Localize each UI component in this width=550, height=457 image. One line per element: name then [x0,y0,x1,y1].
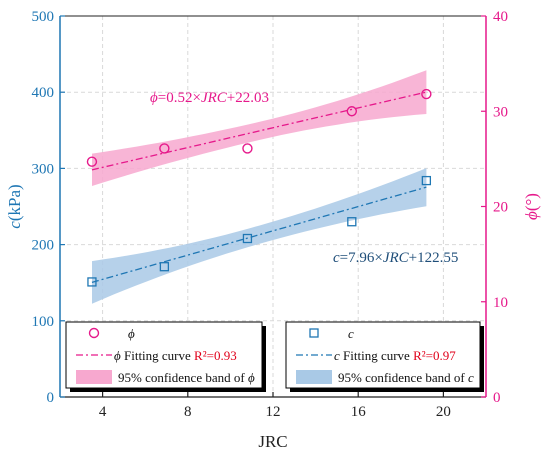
fit-layer [91,91,427,284]
phi-data-point [159,143,170,154]
y-left-tick-label: 300 [32,161,55,177]
y-right-axis-symbol: ϕ [522,211,541,220]
x-tick-label: 16 [351,404,367,420]
phi-data-point [421,88,432,100]
c-equation-label-intercept: +122.55 [409,250,459,266]
c-data-point [242,233,253,244]
y-left-tick-label: 500 [32,9,55,25]
y-left-tick-label: 100 [32,314,55,330]
phi-equation-label-variable: JRC [201,90,228,106]
phi-data-point [86,156,98,167]
phi-legend-entry-fit-symbol: ϕ [114,348,121,363]
y-left-tick-label: 0 [47,390,55,406]
c-data-point [87,277,97,287]
c-equation-label-variable: JRC [383,250,410,266]
x-tick-label: 12 [266,404,281,420]
y-right-tick-label: 20 [493,200,508,216]
c-equation-label-symbol: c [333,250,340,266]
phi-legend-entry-band-symbol: ϕ [248,370,255,385]
x-tick-label: 4 [99,404,107,420]
y-right-axis-title: ϕ(°) [522,193,541,220]
c-data-point [159,262,170,272]
y-right-axis-unit: (°) [522,193,541,211]
c-legend-band-swatch [296,370,332,384]
y-right-tick-label: 0 [493,390,501,406]
phi-legend-entry-band-text: 95% confidence band of [118,370,248,385]
phi-data-point [242,143,253,154]
y-left-tick-label: 200 [32,238,55,254]
phi-legend-entry-fit-text: Fitting curve [121,348,194,363]
phi-legend-entry-fit-value: =0.93 [207,348,237,363]
y-left-axis-unit: (kPa) [5,184,24,221]
c-legend-entry-band-text: 95% confidence band of [338,370,468,385]
phi-equation-label-slope: =0.52× [158,90,201,106]
y-left-axis-title: c(kPa) [5,184,24,228]
phi-legend-entry-marker: ϕ [128,326,135,341]
annotation-layer: ϕ=0.52×JRC+22.03c=7.96×JRC+122.55 [150,90,458,266]
phi-data-point [346,106,358,117]
y-left-tick-label: 400 [32,85,55,101]
phi-legend-entry-fit-r: R [194,348,203,363]
y-left-axis-symbol: c [5,221,24,229]
phi-legend-entry-band: 95% confidence band of ϕ [118,370,255,385]
x-axis-title: JRC [258,432,287,451]
phi-equation-label: ϕ=0.52×JRC+22.03 [150,90,269,106]
c-legend-entry-band-symbol: c [468,370,474,385]
y-right-tick-label: 40 [493,9,508,25]
c-confidence-band [92,168,427,304]
phi-legend-band-swatch [76,370,112,384]
phi-equation-label-symbol: ϕ [150,90,158,106]
c-legend-entry-fit: c Fitting curve R²=0.97 [334,348,456,363]
grid-layer [60,16,486,397]
phi-legend-entry-fit: ϕ Fitting curve R²=0.93 [114,348,237,363]
c-data-point [421,175,432,186]
phi-fit-line [91,91,427,171]
phi-confidence-band [92,70,427,186]
c-legend-entry-marker: c [348,326,354,341]
x-tick-label: 20 [436,404,451,420]
band-layer [92,70,427,304]
c-fit-line [91,186,427,284]
c-legend-marker-symbol [309,328,319,338]
y-right-tick-label: 30 [493,104,508,120]
y-right-tick-label: 10 [493,295,508,311]
c-legend-entry-fit-symbol: c [334,348,340,363]
c-legend-entry-fit-text: Fitting curve [340,348,413,363]
point-layer [86,88,432,287]
c-legend-entry-band: 95% confidence band of c [338,370,474,385]
c-equation-label-slope: =7.96× [340,250,383,266]
c-legend-entry-fit-r: R [413,348,422,363]
phi-legend-entry-fit-sup: ² [203,348,207,363]
c-equation-label: c=7.96×JRC+122.55 [333,250,458,266]
phi-equation-label-intercept: +22.03 [227,90,269,106]
c-legend-entry-fit-value: =0.97 [426,348,457,363]
axis-layer: 4 8 12 16 200100200300400500010203040JRCc(kP… [5,9,541,451]
c-legend-entry-fit-sup: ² [422,348,426,363]
x-tick-label: 8 [184,404,192,420]
c-data-point [347,217,357,227]
phi-legend-marker-symbol [88,327,100,339]
